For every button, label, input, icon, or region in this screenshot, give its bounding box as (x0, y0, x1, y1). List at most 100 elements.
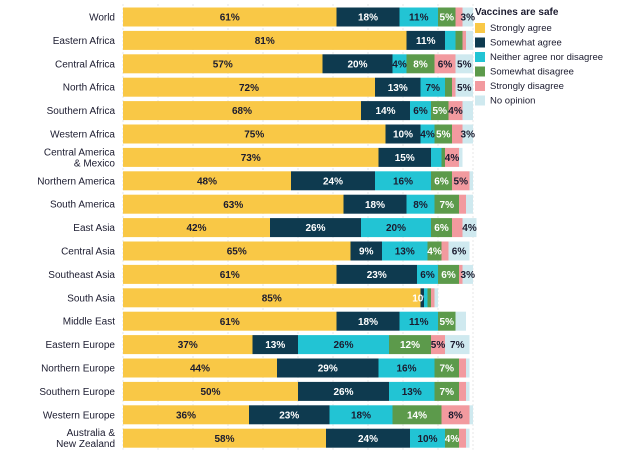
bar-segment (469, 171, 473, 191)
bar-segment (123, 147, 379, 167)
data-label: 81% (255, 36, 275, 47)
data-label: 61% (220, 270, 240, 281)
category-label-line: Central America (44, 147, 116, 158)
data-label: 24% (358, 434, 378, 445)
bars: 61% 18% 11% 5% 3%81% 11%57% 20% 4% 8% 6% 5%72% 13% 7… (123, 7, 477, 448)
bar-segment (466, 428, 470, 448)
bar-segment (452, 218, 463, 238)
bar-segment (322, 54, 393, 74)
bar-segment (385, 124, 421, 144)
data-label: 42% (186, 223, 206, 234)
data-label: 11% (416, 36, 436, 47)
bar-segment (431, 288, 435, 308)
data-label: 5% (454, 176, 469, 187)
legend-swatch (475, 37, 485, 48)
data-label: 57% (213, 59, 233, 70)
legend-swatch (475, 81, 485, 91)
bar-segment (123, 77, 375, 97)
bar-segment (459, 381, 466, 401)
data-label: 20% (347, 59, 367, 70)
bar-segment (336, 311, 400, 331)
bar-segment (123, 218, 270, 238)
category-label: South America (50, 200, 115, 211)
bar-segment (378, 147, 431, 167)
bar-row: 85% 10% (123, 288, 438, 308)
bar-segment (459, 147, 463, 167)
bar-segment (434, 54, 456, 74)
bar-segment (410, 101, 431, 121)
bar-segment (123, 358, 277, 378)
bar-segment (469, 405, 473, 425)
bar-row: 61% 18% 11% 5% (123, 311, 466, 331)
bar-segment (438, 264, 459, 284)
data-label: 13% (388, 83, 408, 94)
bar-segment (431, 335, 445, 355)
legend-item: Somewhat agree (475, 37, 562, 49)
legend-label: No opinion (490, 96, 535, 107)
bar-row: 48% 24% 16% 6% 5% (123, 171, 473, 191)
bar-row: 44% 29% 16% 7% (123, 358, 470, 378)
legend-swatch (475, 95, 485, 106)
data-label: 6% (420, 270, 435, 281)
data-label: 5% (433, 106, 448, 117)
legend-label: Strongly agree (490, 23, 552, 34)
bar-segment (123, 101, 361, 121)
data-label: 11% (409, 13, 429, 24)
data-label: 73% (241, 153, 261, 164)
category-label: North Africa (63, 83, 116, 94)
bar-segment (406, 194, 435, 214)
bar-segment (466, 358, 470, 378)
bar-segment (431, 171, 452, 191)
bar-segment (441, 405, 470, 425)
data-label: 36% (176, 410, 196, 421)
bar-segment (427, 288, 431, 308)
data-label: 6% (434, 176, 449, 187)
bar-segment (452, 77, 456, 97)
data-label: 16% (396, 364, 416, 375)
bar-segment (123, 54, 323, 74)
bar-segment (361, 101, 410, 121)
bar-segment (361, 218, 431, 238)
bar-segment (434, 358, 459, 378)
category-label: Australia & New Zealand (56, 428, 115, 450)
bar-row: 73% 15% 4% (123, 147, 463, 167)
bar-segment (434, 381, 459, 401)
data-label: 26% (305, 223, 325, 234)
data-label: 61% (220, 317, 240, 328)
data-label: 7% (440, 387, 455, 398)
bar-segment (420, 124, 435, 144)
bar-segment (389, 335, 431, 355)
bar-segment (410, 428, 445, 448)
bar-segment (466, 194, 473, 214)
bar-segment (336, 7, 400, 27)
bar-segment (445, 335, 470, 355)
data-label: 65% (227, 247, 247, 258)
bar-segment (466, 381, 470, 401)
legend-title: Vaccines are safe (475, 7, 559, 18)
data-label: 7% (426, 83, 441, 94)
bar-segment (406, 54, 435, 74)
bar-row: 65% 9% 13% 4% 6% (123, 241, 470, 261)
category-label: Central Africa (55, 59, 115, 70)
data-label: 5% (431, 340, 446, 351)
bar-segment (455, 7, 463, 27)
bar-segment (455, 77, 473, 97)
bar-segment (326, 428, 410, 448)
category-label: Western Africa (50, 130, 115, 141)
data-label: 15% (395, 153, 415, 164)
bar-row: 63% 18% 8% 7% (123, 194, 473, 214)
bar-row: 81% 11% (123, 30, 473, 50)
bar-segment (424, 288, 428, 308)
bar-segment (462, 30, 466, 50)
bar-segment (452, 171, 470, 191)
legend-label: Strongly disagree (490, 81, 564, 92)
legend-swatch (475, 52, 485, 62)
data-label: 4% (462, 223, 477, 234)
data-label: 72% (239, 83, 259, 94)
category-label: World (89, 13, 115, 24)
bar-segment (448, 241, 470, 261)
data-label: 8% (448, 410, 463, 421)
data-label: 8% (413, 200, 428, 211)
data-label: 18% (365, 200, 385, 211)
bar-segment (445, 428, 459, 448)
